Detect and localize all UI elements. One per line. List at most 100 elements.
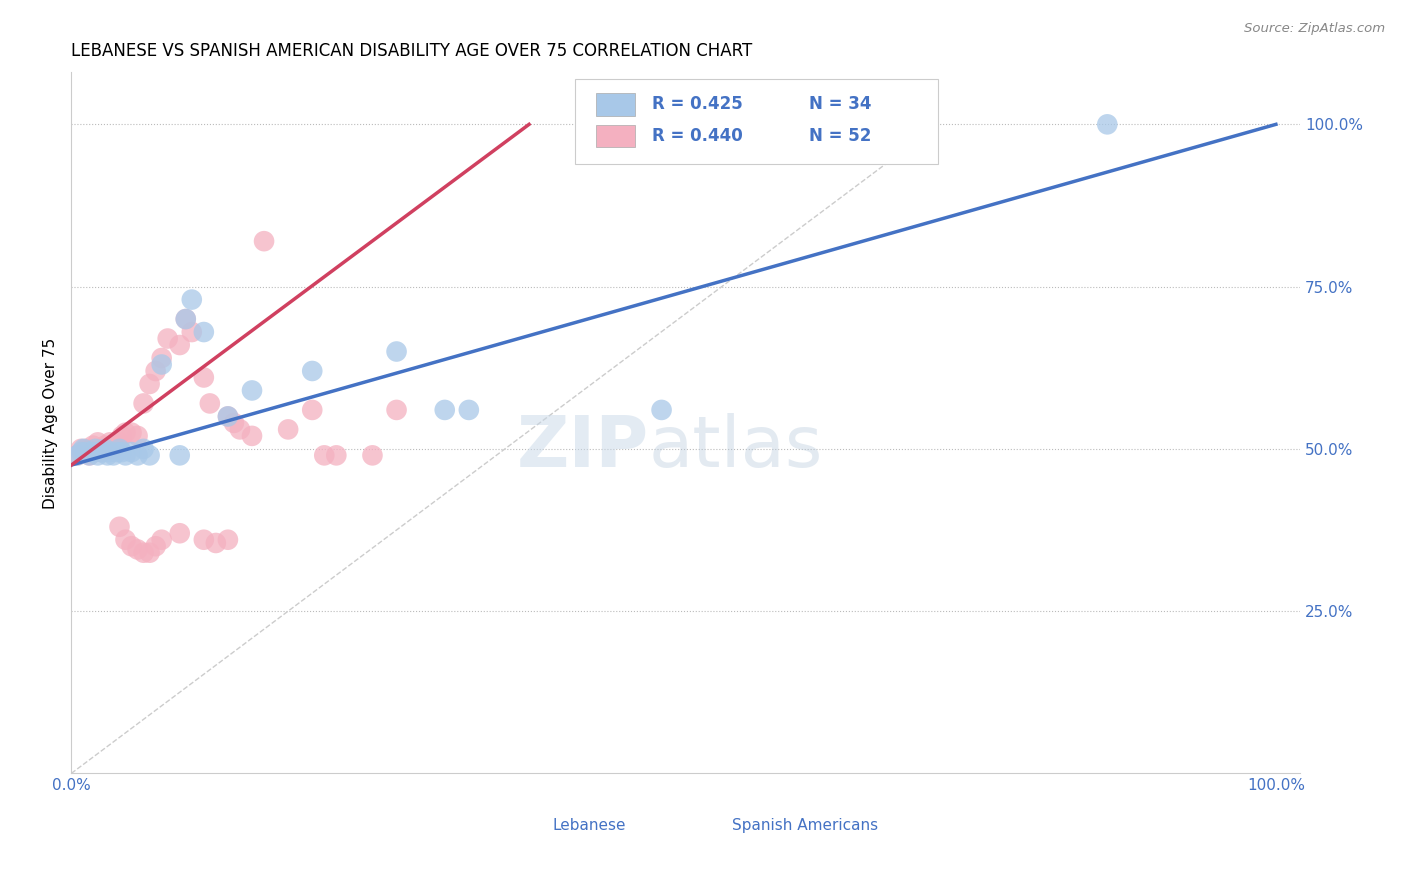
Point	[121, 539, 143, 553]
Point	[193, 533, 215, 547]
Point	[75, 442, 97, 456]
Point	[253, 234, 276, 248]
Point	[72, 442, 94, 456]
Point	[82, 445, 104, 459]
Point	[98, 435, 121, 450]
FancyBboxPatch shape	[692, 820, 718, 835]
Text: R = 0.440: R = 0.440	[652, 128, 744, 145]
Point	[105, 445, 128, 459]
Point	[156, 332, 179, 346]
Point	[84, 442, 107, 456]
Point	[314, 448, 336, 462]
Point	[87, 435, 110, 450]
Text: R = 0.425: R = 0.425	[652, 95, 744, 113]
Point	[87, 448, 110, 462]
Point	[96, 442, 118, 456]
Point	[70, 445, 93, 459]
Point	[217, 409, 239, 424]
Point	[79, 448, 101, 462]
Point	[217, 533, 239, 547]
Point	[169, 526, 191, 541]
Point	[108, 520, 131, 534]
Point	[229, 422, 252, 436]
Point	[457, 403, 479, 417]
FancyBboxPatch shape	[596, 125, 636, 147]
Point	[145, 539, 167, 553]
Point	[150, 358, 173, 372]
Point	[145, 364, 167, 378]
Point	[385, 403, 408, 417]
Point	[111, 429, 134, 443]
Point	[127, 448, 149, 462]
Point	[180, 325, 202, 339]
Point	[169, 448, 191, 462]
Point	[103, 448, 125, 462]
Text: Spanish Americans: Spanish Americans	[733, 819, 879, 833]
Point	[325, 448, 347, 462]
Point	[301, 403, 323, 417]
Point	[138, 448, 160, 462]
Text: N = 34: N = 34	[808, 95, 872, 113]
Point	[174, 312, 197, 326]
Point	[1097, 117, 1119, 131]
Point	[114, 533, 136, 547]
Point	[90, 445, 112, 459]
Point	[111, 445, 134, 459]
Point	[169, 338, 191, 352]
Point	[66, 448, 89, 462]
Point	[277, 422, 299, 436]
Point	[70, 442, 93, 456]
Point	[108, 442, 131, 456]
Point	[205, 536, 228, 550]
FancyBboxPatch shape	[513, 820, 541, 835]
Point	[301, 364, 323, 378]
Point	[132, 396, 155, 410]
Point	[79, 448, 101, 462]
Text: Source: ZipAtlas.com: Source: ZipAtlas.com	[1244, 22, 1385, 36]
Text: ZIP: ZIP	[516, 413, 648, 482]
Point	[180, 293, 202, 307]
FancyBboxPatch shape	[575, 79, 938, 163]
Point	[94, 439, 117, 453]
Point	[150, 351, 173, 365]
Y-axis label: Disability Age Over 75: Disability Age Over 75	[44, 337, 58, 508]
Point	[217, 409, 239, 424]
Point	[361, 448, 384, 462]
Text: atlas: atlas	[648, 413, 823, 482]
Point	[138, 546, 160, 560]
Point	[114, 425, 136, 440]
Point	[138, 376, 160, 391]
Point	[132, 546, 155, 560]
Point	[96, 448, 118, 462]
Point	[132, 442, 155, 456]
Text: LEBANESE VS SPANISH AMERICAN DISABILITY AGE OVER 75 CORRELATION CHART: LEBANESE VS SPANISH AMERICAN DISABILITY …	[72, 42, 752, 60]
Text: N = 52: N = 52	[808, 128, 870, 145]
Point	[150, 533, 173, 547]
Point	[82, 439, 104, 453]
Text: Lebanese: Lebanese	[553, 819, 627, 833]
Point	[75, 445, 97, 459]
Point	[193, 370, 215, 384]
Point	[84, 445, 107, 459]
Point	[72, 445, 94, 459]
Point	[94, 442, 117, 456]
Point	[121, 445, 143, 459]
Point	[121, 425, 143, 440]
FancyBboxPatch shape	[596, 94, 636, 116]
Point	[108, 435, 131, 450]
Point	[103, 442, 125, 456]
Point	[193, 325, 215, 339]
Point	[90, 445, 112, 459]
Point	[98, 445, 121, 459]
Point	[198, 396, 221, 410]
Point	[240, 384, 263, 398]
Point	[174, 312, 197, 326]
Point	[651, 403, 673, 417]
Point	[385, 344, 408, 359]
Point	[105, 435, 128, 450]
Point	[114, 448, 136, 462]
Point	[240, 429, 263, 443]
Point	[66, 448, 89, 462]
Point	[127, 429, 149, 443]
Point	[433, 403, 456, 417]
